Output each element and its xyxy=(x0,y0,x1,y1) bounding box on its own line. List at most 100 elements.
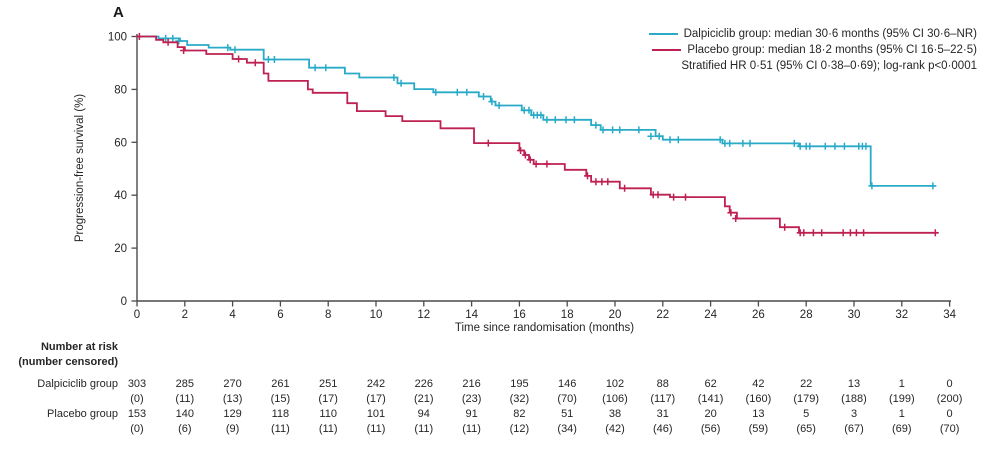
risk-cell-atrisk: 13 xyxy=(752,408,765,420)
risk-cell-censored: (42) xyxy=(605,423,625,435)
legend-row-stats: Stratified HR 0·51 (95% CI 0·38–0·69); l… xyxy=(649,58,977,74)
y-tick-label: 60 xyxy=(114,137,127,149)
risk-cell-censored: (11) xyxy=(175,393,195,405)
risk-cell-atrisk: 82 xyxy=(513,408,526,420)
risk-cell-atrisk: 0 xyxy=(946,408,953,420)
risk-cell-censored: (12) xyxy=(509,423,530,435)
risk-cell-censored: (200) xyxy=(936,393,963,405)
risk-cell-atrisk: 110 xyxy=(319,408,337,420)
risk-cell-atrisk: 216 xyxy=(462,378,481,390)
x-tick-label: 18 xyxy=(561,309,574,321)
risk-cell-censored: (13) xyxy=(222,393,243,405)
risk-cell-censored: (106) xyxy=(602,393,628,405)
risk-cell-censored: (46) xyxy=(653,423,673,435)
x-tick-label: 0 xyxy=(134,309,140,321)
risk-cell-atrisk: 102 xyxy=(605,378,625,390)
risk-cell-atrisk: 22 xyxy=(800,378,813,390)
risk-row-label-placebo: Placebo group xyxy=(47,408,118,420)
risk-cell-atrisk: 38 xyxy=(608,408,622,420)
risk-cell-atrisk: 118 xyxy=(271,408,290,420)
risk-header-line2: (number censored) xyxy=(18,356,118,368)
risk-cell-atrisk: 242 xyxy=(366,378,386,390)
risk-cell-censored: (65) xyxy=(796,423,816,435)
risk-cell-atrisk: 20 xyxy=(704,408,717,420)
x-tick-label: 20 xyxy=(609,309,622,321)
risk-cell-censored: (15) xyxy=(270,393,291,405)
risk-cell-censored: (9) xyxy=(225,423,240,435)
risk-cell-atrisk: 91 xyxy=(465,408,478,420)
risk-cell-censored: (199) xyxy=(888,393,915,405)
legend-row-dalpiciclib: Dalpiciclib group: median 30·6 months (9… xyxy=(648,26,977,42)
x-tick-label: 16 xyxy=(513,309,526,321)
risk-cell-censored: (32) xyxy=(509,393,530,405)
risk-cell-atrisk: 285 xyxy=(175,378,194,390)
risk-cell-censored: (6) xyxy=(178,423,192,435)
risk-table-header: Number at risk (number censored) xyxy=(0,340,118,370)
risk-cell-censored: (21) xyxy=(414,393,434,405)
x-axis-title: Time since randomisation (months) xyxy=(454,322,635,334)
x-tick-label: 26 xyxy=(752,309,765,321)
risk-cell-atrisk: 5 xyxy=(803,408,810,420)
x-tick-label: 6 xyxy=(277,309,283,321)
x-tick-label: 32 xyxy=(895,309,908,321)
risk-cell-atrisk: 195 xyxy=(510,378,529,390)
risk-cell-atrisk: 101 xyxy=(366,408,386,420)
risk-cell-atrisk: 140 xyxy=(175,408,194,420)
risk-row-label-dalpiciclib: Dalpiciclib group xyxy=(37,378,118,390)
x-tick-label: 2 xyxy=(182,309,188,321)
censor-ticks-placebo xyxy=(135,33,939,237)
risk-cell-censored: (69) xyxy=(892,423,912,435)
risk-header-line1: Number at risk xyxy=(40,341,118,353)
legend-label-dalpiciclib: Dalpiciclib group: median 30·6 months (9… xyxy=(683,28,977,40)
axis-lines xyxy=(136,34,951,302)
risk-cell-atrisk: 251 xyxy=(319,378,338,390)
risk-cell-censored: (11) xyxy=(366,423,386,435)
risk-cell-censored: (17) xyxy=(318,393,338,405)
legend-row-placebo: Placebo group: median 18·2 months (95% C… xyxy=(649,42,977,58)
risk-cell-atrisk: 1 xyxy=(898,378,905,390)
risk-cell-censored: (11) xyxy=(414,423,434,435)
km-curve-placebo xyxy=(137,35,938,234)
y-tick-label: 100 xyxy=(108,32,127,44)
x-tick-label: 34 xyxy=(943,309,956,321)
censor-ticks-dalpiciclib xyxy=(162,34,937,190)
y-tick-label: 20 xyxy=(114,243,127,255)
x-tick-label: 22 xyxy=(656,309,669,321)
y-tick-label: 0 xyxy=(121,296,127,308)
risk-cell-censored: (11) xyxy=(462,423,481,435)
y-tick-label: 40 xyxy=(114,190,127,202)
x-tick-label: 14 xyxy=(465,309,478,321)
risk-cell-atrisk: 94 xyxy=(417,408,430,420)
risk-cell-atrisk: 270 xyxy=(223,378,242,390)
x-tick-label: 24 xyxy=(704,309,717,321)
risk-cell-atrisk: 153 xyxy=(127,408,147,420)
risk-cell-censored: (179) xyxy=(793,393,820,405)
risk-cell-atrisk: 1 xyxy=(898,408,905,420)
risk-cell-atrisk: 51 xyxy=(561,408,574,420)
risk-cell-atrisk: 261 xyxy=(271,378,290,390)
legend: Dalpiciclib group: median 30·6 months (9… xyxy=(648,26,977,74)
risk-cell-censored: (0) xyxy=(130,423,144,435)
risk-cell-censored: (188) xyxy=(841,393,867,405)
y-tick-label: 80 xyxy=(114,84,127,96)
risk-cell-atrisk: 303 xyxy=(127,378,147,390)
risk-cell-censored: (11) xyxy=(318,423,338,435)
risk-cell-censored: (17) xyxy=(366,393,386,405)
risk-cell-censored: (160) xyxy=(745,393,772,405)
risk-cell-atrisk: 62 xyxy=(704,378,717,390)
risk-cell-atrisk: 13 xyxy=(847,378,861,390)
legend-stats-text: Stratified HR 0·51 (95% CI 0·38–0·69); l… xyxy=(681,60,977,72)
x-tick-label: 4 xyxy=(229,309,236,321)
risk-cell-censored: (117) xyxy=(650,393,676,405)
risk-cell-atrisk: 42 xyxy=(752,378,765,390)
risk-cell-atrisk: 146 xyxy=(558,378,577,390)
risk-cell-censored: (56) xyxy=(700,423,721,435)
dalpiciclib-line-swatch xyxy=(648,33,678,35)
x-tick-label: 10 xyxy=(370,309,383,321)
x-tick-label: 30 xyxy=(848,309,861,321)
legend-label-placebo: Placebo group: median 18·2 months (95% C… xyxy=(687,44,977,56)
risk-cell-censored: (70) xyxy=(557,393,577,405)
x-tick-label: 28 xyxy=(800,309,813,321)
